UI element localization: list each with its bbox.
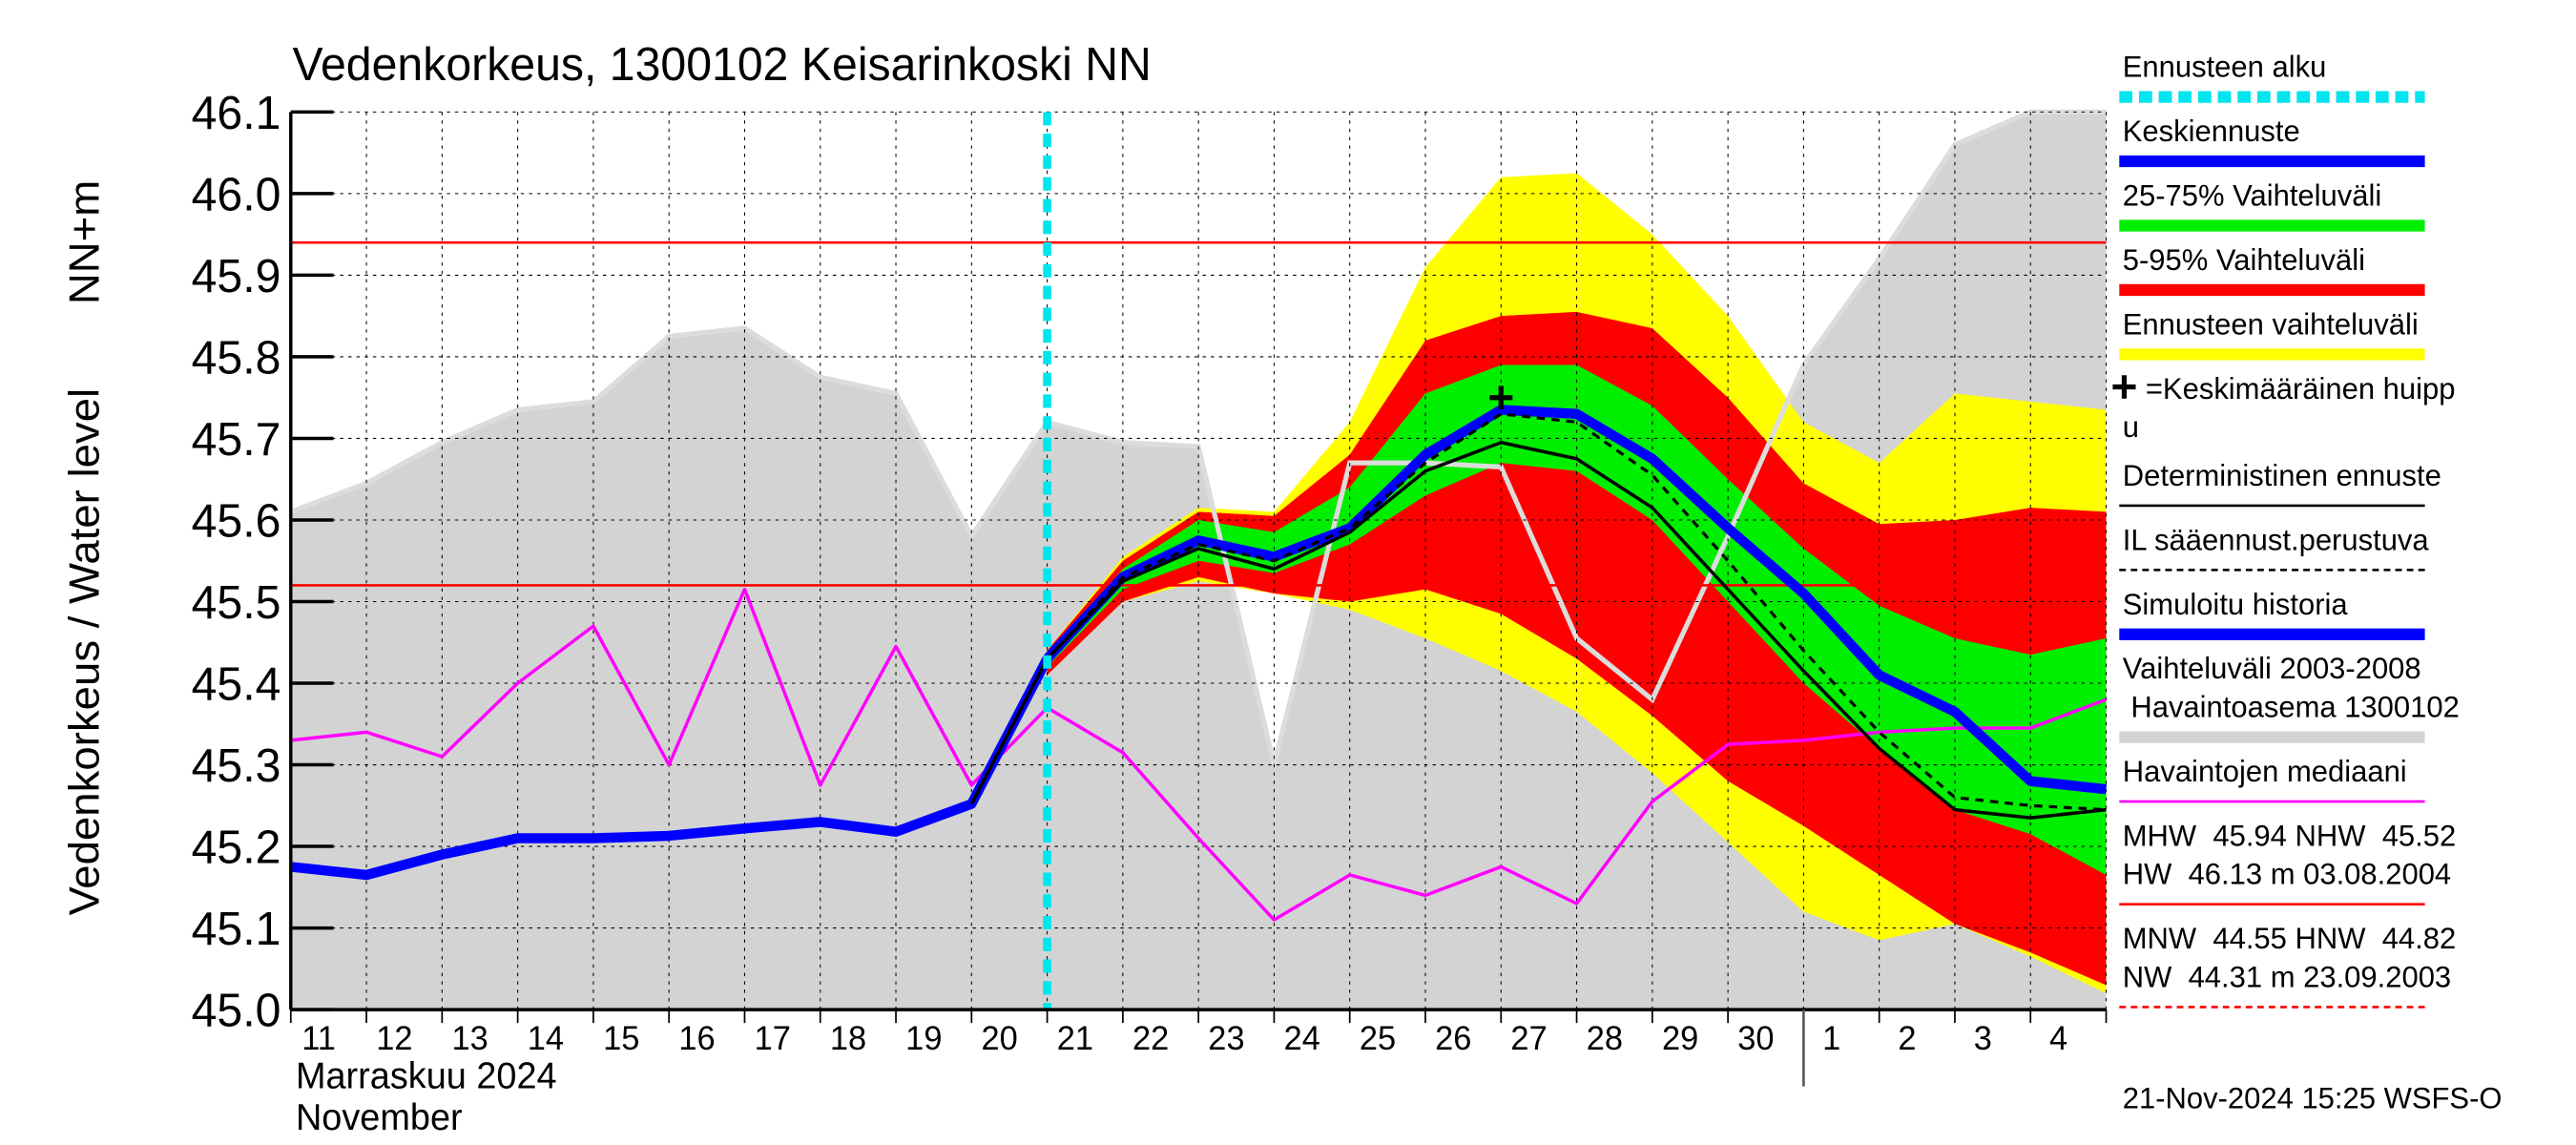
peak-marker (1489, 385, 1513, 409)
month-label: Marraskuu 2024 (296, 1055, 557, 1096)
legend-label: Havaintojen mediaani (2123, 755, 2407, 788)
y-tick-label: 45.8 (192, 332, 281, 384)
x-tick-label: 4 (2049, 1021, 2067, 1057)
legend-label: MHW 45.94 NHW 45.52 (2123, 819, 2457, 852)
chart-title: Vedenkorkeus, 1300102 Keisarinkoski NN (293, 39, 1152, 91)
legend-label: =Keskimääräinen huipp (2146, 372, 2456, 406)
x-tick-label: 1 (1822, 1021, 1840, 1057)
y-tick-label: 45.3 (192, 740, 281, 792)
x-tick-label: 11 (301, 1021, 336, 1057)
month-label-en: November (296, 1097, 463, 1138)
legend-label: Havaintoasema 1300102 (2123, 690, 2460, 723)
x-tick-label: 13 (452, 1021, 488, 1057)
y-tick-label: 45.1 (192, 904, 281, 955)
x-tick-label: 12 (376, 1021, 412, 1057)
x-tick-label: 30 (1737, 1021, 1774, 1057)
x-tick-label: 3 (1974, 1021, 1992, 1057)
x-tick-label: 27 (1510, 1021, 1547, 1057)
y-tick-label: 46.0 (192, 169, 281, 220)
x-tick-label: 19 (905, 1021, 942, 1057)
y-axis-unit: NN+m (60, 180, 109, 304)
legend-label: IL sääennust.perustuva (2123, 523, 2430, 556)
x-tick-label: 23 (1208, 1021, 1244, 1057)
legend-label: Keskiennuste (2123, 114, 2300, 148)
x-tick-label: 24 (1284, 1021, 1320, 1057)
y-axis-label: Vedenkorkeus / Water level (60, 388, 109, 916)
legend-label: 25-75% Vaihteluväli (2123, 178, 2382, 212)
legend-label: Ennusteen alku (2123, 50, 2327, 83)
x-tick-label: 15 (603, 1021, 639, 1057)
x-tick-label: 25 (1360, 1021, 1396, 1057)
y-tick-label: 45.2 (192, 822, 281, 873)
x-tick-label: 20 (981, 1021, 1017, 1057)
x-tick-label: 26 (1435, 1021, 1471, 1057)
legend-label: MNW 44.55 HNW 44.82 (2123, 922, 2457, 955)
x-tick-label: 21 (1057, 1021, 1093, 1057)
x-tick-label: 28 (1587, 1021, 1623, 1057)
x-tick-label: 14 (528, 1021, 564, 1057)
x-tick-label: 18 (830, 1021, 866, 1057)
series-line (290, 656, 1052, 881)
legend-label: Deterministinen ennuste (2123, 459, 2441, 492)
legend-label: NW 44.31 m 23.09.2003 (2123, 960, 2451, 993)
legend-label: HW 46.13 m 03.08.2004 (2123, 857, 2451, 890)
series-line (1043, 405, 2108, 795)
series-line (290, 587, 2108, 922)
x-tick-label: 17 (755, 1021, 791, 1057)
legend-label: Vaihteluväli 2003-2008 (2123, 652, 2421, 685)
legend-label: u (2123, 410, 2139, 444)
legend-label: Ennusteen vaihteluväli (2123, 307, 2419, 341)
x-tick-label: 2 (1898, 1021, 1916, 1057)
y-tick-label: 45.5 (192, 577, 281, 629)
y-tick-label: 45.7 (192, 414, 281, 466)
forecast-band (1047, 364, 2107, 875)
x-tick-label: 22 (1132, 1021, 1169, 1057)
y-tick-label: 46.1 (192, 88, 281, 139)
legend-label: 5-95% Vaihteluväli (2123, 243, 2365, 277)
series-line (969, 440, 2107, 820)
y-tick-label: 45.4 (192, 658, 281, 710)
y-tick-label: 45.9 (192, 251, 281, 302)
legend-label: Simuloitu historia (2123, 588, 2349, 621)
y-tick-label: 45.6 (192, 495, 281, 547)
x-tick-label: 29 (1662, 1021, 1698, 1057)
timestamp: 21-Nov-2024 15:25 WSFS-O (2123, 1081, 2503, 1114)
legend-peak-marker (2112, 375, 2136, 399)
series-line (1046, 412, 2107, 812)
y-tick-label: 45.0 (192, 985, 281, 1036)
x-tick-label: 16 (678, 1021, 715, 1057)
